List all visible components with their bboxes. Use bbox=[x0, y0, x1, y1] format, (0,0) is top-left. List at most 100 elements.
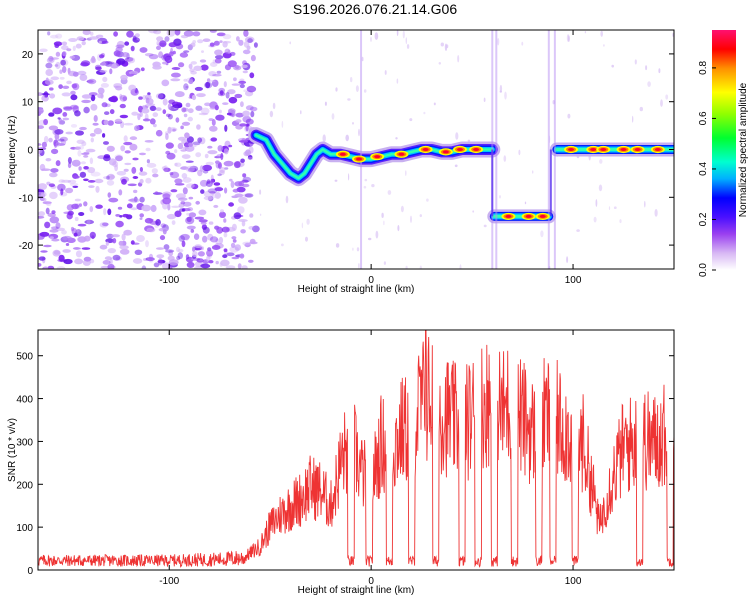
noise-speck bbox=[467, 139, 471, 142]
noise-blob bbox=[243, 30, 249, 37]
noise-blob bbox=[62, 117, 70, 121]
noise-blob bbox=[81, 247, 91, 250]
noise-blob bbox=[69, 55, 76, 59]
noise-blob bbox=[243, 151, 250, 157]
noise-blob bbox=[156, 36, 164, 42]
noise-blob bbox=[202, 169, 209, 174]
noise-speck bbox=[647, 81, 651, 87]
noise-blob bbox=[62, 235, 72, 241]
noise-blob bbox=[139, 196, 145, 203]
noise-blob bbox=[119, 93, 123, 100]
noise-blob bbox=[70, 90, 76, 95]
noise-blob bbox=[149, 105, 157, 111]
noise-blob bbox=[192, 246, 196, 252]
noise-blob bbox=[220, 209, 224, 213]
noise-blob bbox=[109, 68, 113, 75]
noise-blob bbox=[197, 169, 203, 177]
noise-blob bbox=[46, 57, 55, 64]
noise-blob bbox=[131, 166, 137, 174]
noise-blob bbox=[93, 127, 102, 135]
noise-blob bbox=[232, 188, 240, 193]
noise-blob bbox=[188, 212, 197, 218]
noise-blob bbox=[226, 252, 235, 257]
noise-speck bbox=[364, 178, 368, 182]
y-tick-label: 10 bbox=[22, 98, 34, 109]
noise-blob bbox=[48, 137, 53, 143]
noise-blob bbox=[190, 229, 195, 233]
noise-blob bbox=[46, 202, 52, 207]
noise-blob bbox=[132, 258, 143, 264]
noise-blob bbox=[150, 204, 157, 213]
noise-blob bbox=[131, 242, 140, 245]
noise-blob bbox=[193, 233, 200, 240]
noise-blob bbox=[219, 211, 226, 218]
y-tick-label: -10 bbox=[19, 193, 34, 204]
noise-blob bbox=[224, 167, 229, 170]
noise-blob bbox=[78, 145, 84, 150]
noise-blob bbox=[112, 160, 119, 168]
y-tick-label: 0 bbox=[27, 146, 33, 157]
noise-blob bbox=[57, 117, 61, 120]
noise-blob bbox=[199, 59, 207, 63]
noise-blob bbox=[132, 157, 139, 161]
noise-blob bbox=[218, 236, 224, 244]
noise-blob bbox=[205, 161, 214, 166]
noise-blob bbox=[203, 190, 213, 198]
chart-title: S196.2026.076.21.14.G06 bbox=[292, 1, 458, 17]
noise-blob bbox=[119, 248, 130, 255]
noise-speck bbox=[518, 149, 521, 156]
noise-blob bbox=[55, 51, 61, 57]
noise-blob bbox=[55, 61, 61, 70]
noise-blob bbox=[115, 155, 123, 162]
noise-blob bbox=[166, 152, 176, 160]
noise-blob bbox=[224, 187, 228, 194]
noise-blob bbox=[152, 112, 159, 118]
noise-blob bbox=[101, 40, 109, 44]
noise-blob bbox=[200, 263, 211, 269]
peak-core bbox=[525, 214, 532, 218]
noise-blob bbox=[38, 92, 43, 96]
noise-blob bbox=[217, 173, 222, 177]
noise-blob bbox=[190, 70, 197, 75]
noise-blob bbox=[113, 31, 118, 37]
peak-core bbox=[374, 155, 381, 159]
noise-blob bbox=[61, 45, 69, 51]
noise-blob bbox=[182, 187, 188, 195]
noise-speck bbox=[410, 215, 412, 223]
noise-blob bbox=[67, 162, 72, 169]
noise-blob bbox=[83, 155, 89, 158]
noise-blob bbox=[65, 131, 73, 135]
noise-blob bbox=[177, 197, 188, 201]
noise-speck bbox=[504, 91, 507, 100]
noise-blob bbox=[81, 94, 92, 99]
noise-speck bbox=[658, 68, 661, 74]
noise-blob bbox=[76, 159, 80, 163]
noise-blob bbox=[216, 70, 222, 74]
noise-blob bbox=[181, 173, 188, 179]
noise-blob bbox=[238, 39, 244, 46]
noise-blob bbox=[55, 160, 61, 167]
noise-speck bbox=[350, 77, 353, 83]
noise-blob bbox=[233, 77, 237, 82]
noise-blob bbox=[241, 64, 248, 69]
noise-blob bbox=[67, 157, 72, 164]
noise-blob bbox=[144, 140, 154, 143]
peak-core bbox=[634, 148, 641, 151]
noise-speck bbox=[259, 213, 262, 216]
noise-blob bbox=[208, 71, 217, 77]
noise-blob bbox=[177, 248, 184, 253]
noise-blob bbox=[50, 76, 60, 81]
noise-blob bbox=[228, 96, 238, 104]
noise-blob bbox=[49, 191, 58, 200]
noise-blob bbox=[195, 152, 202, 158]
noise-blob bbox=[42, 201, 52, 205]
noise-blob bbox=[196, 124, 201, 130]
noise-blob bbox=[102, 222, 109, 227]
noise-blob bbox=[196, 258, 204, 263]
noise-blob bbox=[95, 204, 103, 209]
noise-blob bbox=[216, 226, 224, 234]
noise-blob bbox=[120, 176, 130, 183]
noise-blob bbox=[250, 110, 255, 118]
noise-blob bbox=[90, 171, 101, 177]
noise-blob bbox=[80, 161, 86, 165]
